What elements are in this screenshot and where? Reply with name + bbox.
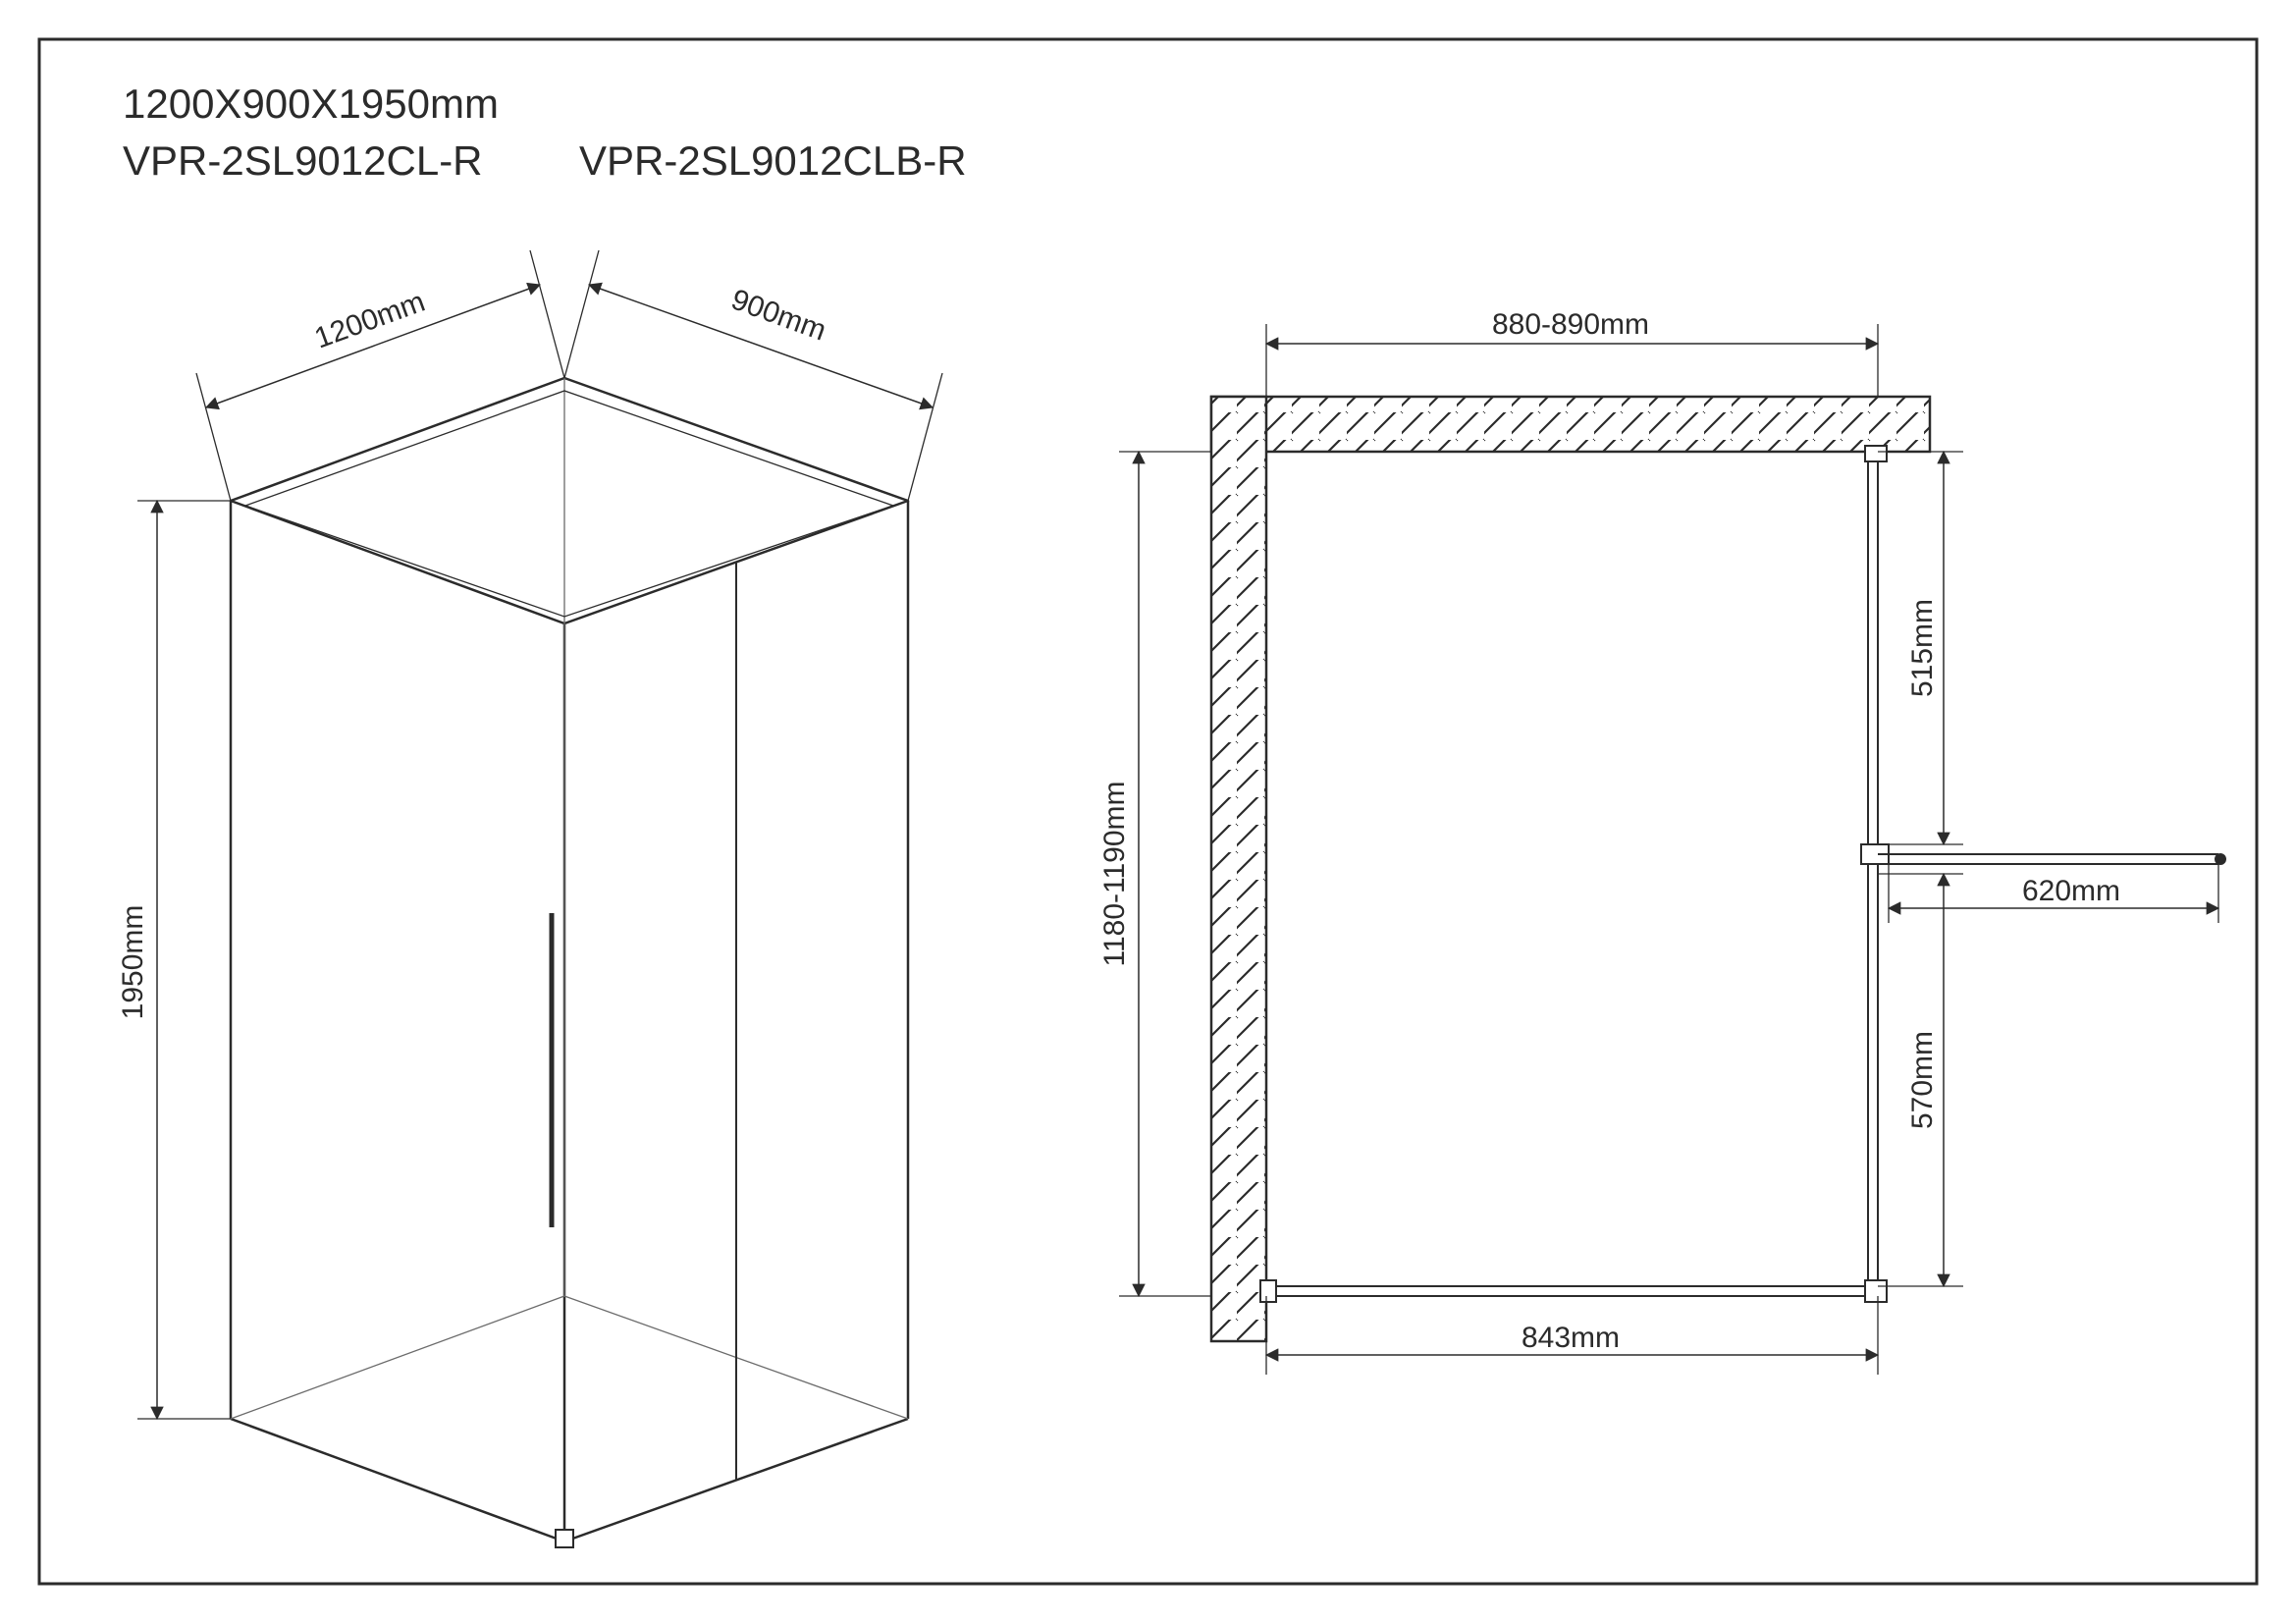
dim-900: 900mm	[564, 250, 942, 501]
header-model-a: VPR-2SL9012CL-R	[123, 137, 483, 184]
header-size: 1200X900X1950mm	[123, 81, 499, 127]
page-border	[39, 39, 2257, 1584]
dim-620-label: 620mm	[2022, 875, 2120, 907]
dim-1200-label: 1200mm	[310, 286, 429, 355]
dim-900-label: 900mm	[727, 283, 830, 347]
isometric-view: 1200mm 900mm 1950mm	[117, 250, 942, 1547]
plan-view: 880-890mm 1180-1190mm 843mm 515mm	[1098, 308, 2225, 1375]
dim-top-width-label: 880-890mm	[1492, 308, 1649, 341]
dim-bottom-width-label: 843mm	[1522, 1322, 1620, 1354]
header-model-b: VPR-2SL9012CLB-R	[579, 137, 967, 184]
dim-1200: 1200mm	[196, 250, 564, 501]
dim-620: 620mm	[1889, 859, 2218, 923]
dim-left-height-label: 1180-1190mm	[1098, 782, 1131, 967]
dim-bottom-width: 843mm	[1266, 1296, 1878, 1375]
dim-570-label: 570mm	[1906, 1031, 1939, 1129]
dim-left-height: 1180-1190mm	[1098, 452, 1211, 1296]
drawing-svg: 1200X900X1950mm VPR-2SL9012CL-R VPR-2SL9…	[0, 0, 2296, 1623]
drawing-page: 1200X900X1950mm VPR-2SL9012CL-R VPR-2SL9…	[0, 0, 2296, 1623]
dim-515: 515mm	[1878, 452, 1963, 844]
dim-570: 570mm	[1878, 874, 1963, 1286]
dim-top-width: 880-890mm	[1266, 308, 1878, 397]
dim-515-label: 515mm	[1906, 599, 1939, 697]
dim-1950: 1950mm	[117, 501, 231, 1419]
dim-1950-label: 1950mm	[117, 905, 149, 1020]
